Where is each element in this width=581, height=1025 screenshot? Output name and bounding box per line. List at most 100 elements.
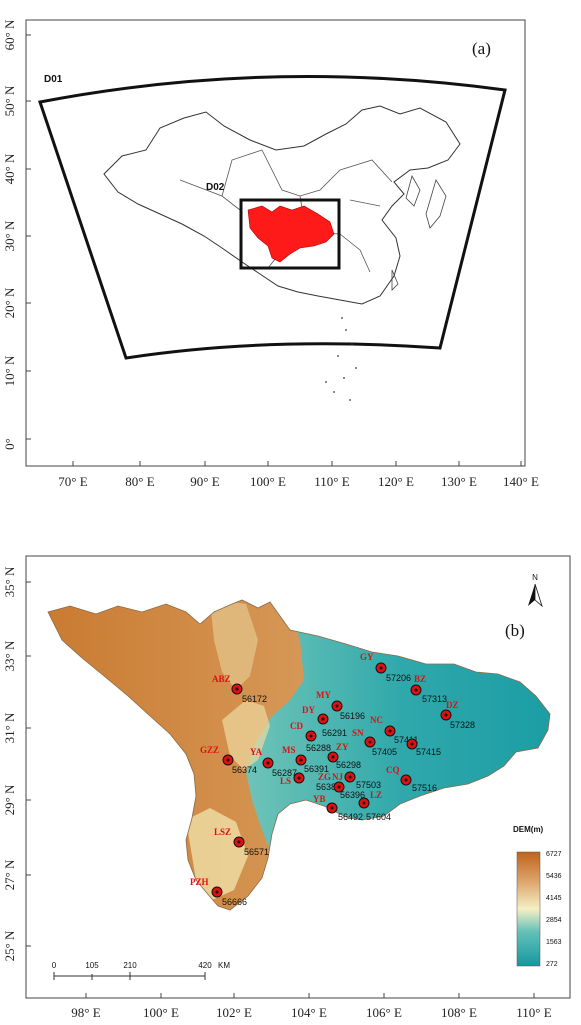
station-code: 56298 — [336, 760, 361, 770]
station-marker[interactable] — [305, 730, 317, 742]
scale-unit: KM — [218, 961, 230, 970]
station-code: 56391 — [304, 764, 329, 774]
station-code: 57604 — [366, 812, 391, 822]
panel-b-ytick: 27° N — [2, 859, 17, 890]
scale-tick: 105 — [85, 961, 99, 970]
panel-b-xtick: 106° E — [366, 1005, 402, 1020]
scale-bar: 0 105 210 420 KM — [52, 961, 230, 980]
station-marker[interactable] — [295, 754, 307, 766]
station-code: 56291 — [322, 728, 347, 738]
dem-legend: DEM(m) 6727 5436 4145 2854 1563 272 — [513, 825, 562, 968]
station-marker[interactable] — [231, 683, 243, 695]
panel-b-xtick: 110° E — [516, 1005, 551, 1020]
station-abbr: BZ — [414, 674, 426, 684]
station-code: 56196 — [340, 711, 365, 721]
station-abbr: GY — [360, 652, 374, 662]
station-marker[interactable] — [262, 757, 274, 769]
legend-value: 5436 — [546, 873, 562, 880]
station-abbr: LS — [280, 776, 291, 786]
panel-a-ytick: 0° — [2, 438, 17, 450]
station-abbr: GZZ — [200, 745, 219, 755]
station-marker[interactable] — [211, 886, 223, 898]
panel-b-xtick: 100° E — [143, 1005, 179, 1020]
station-marker[interactable] — [333, 781, 345, 793]
station-abbr: CQ — [386, 765, 400, 775]
station-code: 56374 — [232, 765, 257, 775]
north-label: N — [532, 573, 538, 582]
south-sea-islands — [325, 317, 357, 401]
station-marker[interactable] — [327, 751, 339, 763]
station-marker[interactable] — [384, 725, 396, 737]
station-marker[interactable] — [331, 700, 343, 712]
d02-domain-boundary — [239, 198, 341, 270]
station-marker[interactable] — [293, 772, 305, 784]
panel-a: 60° N 50° N 40° N 30° N 20° N 10° N 0° 7… — [2, 19, 539, 489]
station-code: 57405 — [372, 747, 397, 757]
station-abbr: DZ — [446, 700, 459, 710]
station-marker[interactable] — [375, 662, 387, 674]
panel-b-xtick: 98° E — [71, 1005, 100, 1020]
station-abbr: NC — [370, 715, 383, 725]
panel-a-xtick: 70° E — [58, 474, 87, 489]
station-marker[interactable] — [406, 738, 418, 750]
panel-a-ytick: 30° N — [2, 220, 17, 251]
panel-a-x-axis: 70° E 80° E 90° E 100° E 110° E 120° E 1… — [58, 461, 539, 489]
panel-b-x-axis: 98° E 100° E 102° E 104° E 106° E 108° E… — [71, 993, 552, 1020]
station-abbr: ZY — [336, 742, 349, 752]
station-marker[interactable] — [326, 802, 338, 814]
station-code: 56172 — [242, 694, 267, 704]
stations: ABZ 56172 GY 57206 BZ 57313 MY 56196 DZ … — [190, 652, 475, 907]
panel-b-ytick: 25° N — [2, 930, 17, 961]
panel-b-ytick: 31° N — [2, 712, 17, 743]
legend-value: 272 — [546, 961, 558, 968]
station-abbr: ABZ — [212, 674, 231, 684]
station-marker[interactable] — [400, 774, 412, 786]
panel-b-ytick: 35° N — [2, 566, 17, 597]
station-code: 56386 — [316, 782, 341, 792]
station-abbr: LSZ — [214, 827, 231, 837]
legend-value: 1563 — [546, 939, 562, 946]
panel-a-ytick: 40° N — [2, 153, 17, 184]
station-marker[interactable] — [440, 709, 452, 721]
station-code: 56288 — [306, 743, 331, 753]
station-code: 57328 — [450, 720, 475, 730]
legend-value: 4145 — [546, 895, 562, 902]
d01-domain-boundary — [38, 75, 507, 360]
panel-a-xtick: 110° E — [314, 474, 349, 489]
panel-a-xtick: 130° E — [441, 474, 477, 489]
station-marker[interactable] — [344, 771, 356, 783]
station-abbr: YA — [250, 747, 263, 757]
station-abbr: LZ — [370, 790, 382, 800]
station-abbr: NJ — [332, 772, 343, 782]
station-abbr: MY — [316, 690, 331, 700]
station-marker[interactable] — [233, 836, 245, 848]
station-code: 56287 — [272, 768, 297, 778]
station-code: 56571 — [244, 847, 269, 857]
station-abbr: YB — [313, 794, 326, 804]
d02-label: D02 — [206, 182, 225, 193]
panel-a-ytick: 60° N — [2, 19, 17, 50]
sichuan-boundary — [47, 599, 551, 911]
island-outline — [391, 269, 399, 291]
station-marker[interactable] — [222, 754, 234, 766]
station-marker[interactable] — [410, 684, 422, 696]
panel-a-ytick: 20° N — [2, 287, 17, 318]
station-marker[interactable] — [317, 713, 329, 725]
panel-a-label: (a) — [472, 39, 491, 58]
panel-b-ytick: 33° N — [2, 640, 17, 671]
scale-tick: 210 — [123, 961, 137, 970]
neighbor-outline — [405, 174, 447, 229]
station-code: 57411 — [394, 735, 418, 745]
station-code: 57415 — [416, 747, 441, 757]
panel-b-ytick: 29° N — [2, 784, 17, 815]
panel-a-ytick: 50° N — [2, 85, 17, 116]
panel-a-ytick: 10° N — [2, 355, 17, 386]
panel-b: 35° N 33° N 31° N 29° N 27° N 25° N 98° … — [2, 555, 571, 1020]
station-code: 56396 — [340, 790, 365, 800]
north-arrow-icon: N — [528, 573, 543, 608]
panel-b-xtick: 108° E — [441, 1005, 477, 1020]
d01-label: D01 — [44, 74, 63, 85]
station-marker[interactable] — [364, 736, 376, 748]
station-marker[interactable] — [358, 797, 370, 809]
